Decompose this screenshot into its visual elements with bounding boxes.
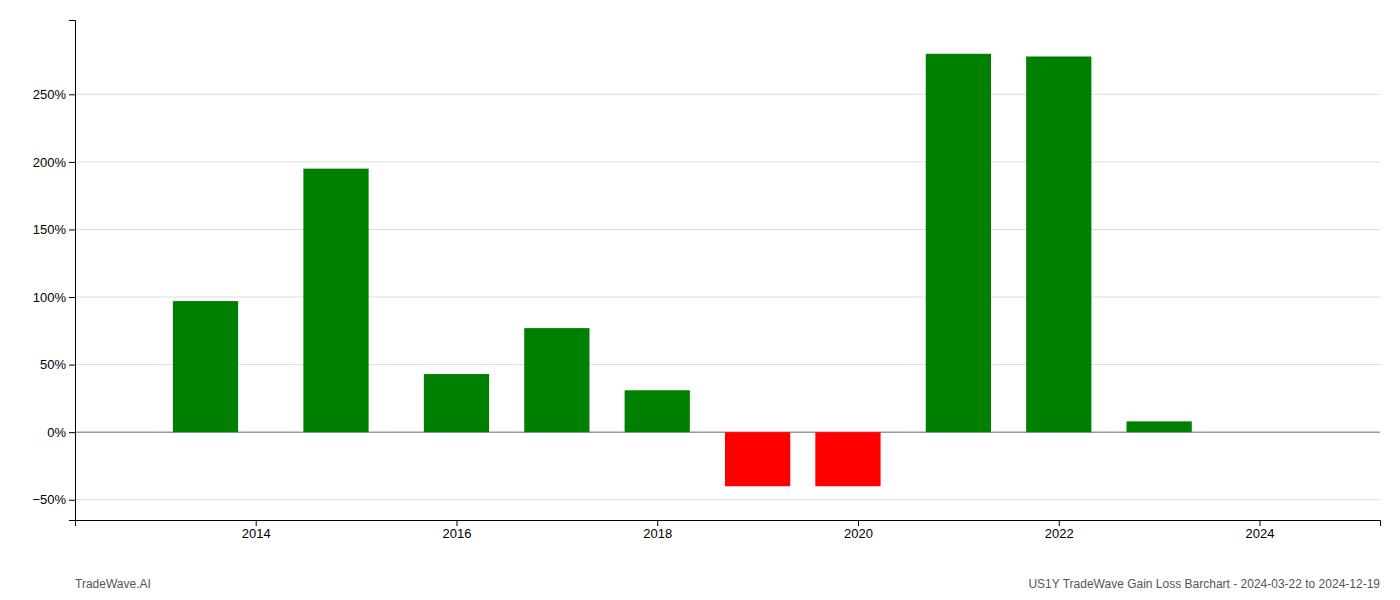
x-tick-label: 2024 xyxy=(1246,526,1275,541)
y-tick-label: 0% xyxy=(47,425,66,440)
y-tick-label: −50% xyxy=(32,492,66,507)
x-tick-mark xyxy=(256,520,257,526)
y-tick-mark xyxy=(69,94,75,95)
y-tick-label: 150% xyxy=(33,222,67,237)
bar xyxy=(303,169,368,433)
y-tick-label: 250% xyxy=(33,87,67,102)
bar xyxy=(524,328,589,432)
x-tick-label: 2016 xyxy=(443,526,472,541)
grid-line xyxy=(75,161,1380,162)
y-tick-mark xyxy=(69,229,75,230)
grid-line xyxy=(75,364,1380,365)
bar xyxy=(815,432,880,486)
grid-line xyxy=(75,229,1380,230)
y-tick: 0% xyxy=(47,425,75,440)
bar xyxy=(926,54,991,432)
y-tick: 50% xyxy=(40,357,75,372)
x-tick: 2018 xyxy=(643,520,672,541)
y-axis: −50% 0% 50% 100% 150% 200% 250% xyxy=(32,21,75,521)
x-tick: 2022 xyxy=(1045,520,1074,541)
y-tick: 250% xyxy=(33,87,75,102)
title: US1Y TradeWave Gain Loss Barchart - 2024… xyxy=(1028,577,1380,591)
x-tick: 2020 xyxy=(844,520,873,541)
x-axis-line xyxy=(76,521,1381,527)
grid-line xyxy=(75,94,1380,95)
bar xyxy=(424,374,489,432)
x-tick: 2016 xyxy=(443,520,472,541)
bars xyxy=(173,54,1192,486)
y-tick-mark xyxy=(69,500,75,501)
x-tick-label: 2020 xyxy=(844,526,873,541)
y-tick-label: 200% xyxy=(33,155,67,170)
bar xyxy=(173,301,238,432)
y-tick-mark xyxy=(69,297,75,298)
grid xyxy=(75,94,1380,499)
x-tick-mark xyxy=(456,520,457,526)
y-tick: 150% xyxy=(33,222,75,237)
x-tick-mark xyxy=(1059,520,1060,526)
x-tick-label: 2014 xyxy=(242,526,271,541)
grid-line xyxy=(75,297,1380,298)
y-tick: 100% xyxy=(33,290,75,305)
bar xyxy=(625,390,690,432)
bar xyxy=(1127,421,1192,432)
y-tick: 200% xyxy=(33,155,75,170)
bar xyxy=(1026,56,1091,432)
x-tick-label: 2018 xyxy=(643,526,672,541)
y-axis-line xyxy=(69,21,76,521)
y-tick-mark xyxy=(69,365,75,366)
plot: 2014 2016 2018 2020 2022 2024 −50% 0% 50% 100% 150… xyxy=(32,21,1380,542)
x-tick: 2024 xyxy=(1246,520,1275,541)
x-tick-mark xyxy=(858,520,859,526)
x-tick-mark xyxy=(657,520,658,526)
y-tick-mark xyxy=(69,162,75,163)
grid-line xyxy=(75,499,1380,500)
x-axis: 2014 2016 2018 2020 2022 2024 xyxy=(76,520,1381,541)
chart: 2014 2016 2018 2020 2022 2024 −50% 0% 50% 100% 150… xyxy=(0,0,1400,600)
y-tick: −50% xyxy=(32,492,75,507)
bar xyxy=(725,432,790,486)
y-tick-label: 50% xyxy=(40,357,66,372)
y-tick-mark xyxy=(69,432,75,433)
x-tick: 2014 xyxy=(242,520,271,541)
x-tick-mark xyxy=(1260,520,1261,526)
y-tick-label: 100% xyxy=(33,290,67,305)
x-tick-label: 2022 xyxy=(1045,526,1074,541)
footer-left: TradeWave.AI xyxy=(75,577,151,591)
